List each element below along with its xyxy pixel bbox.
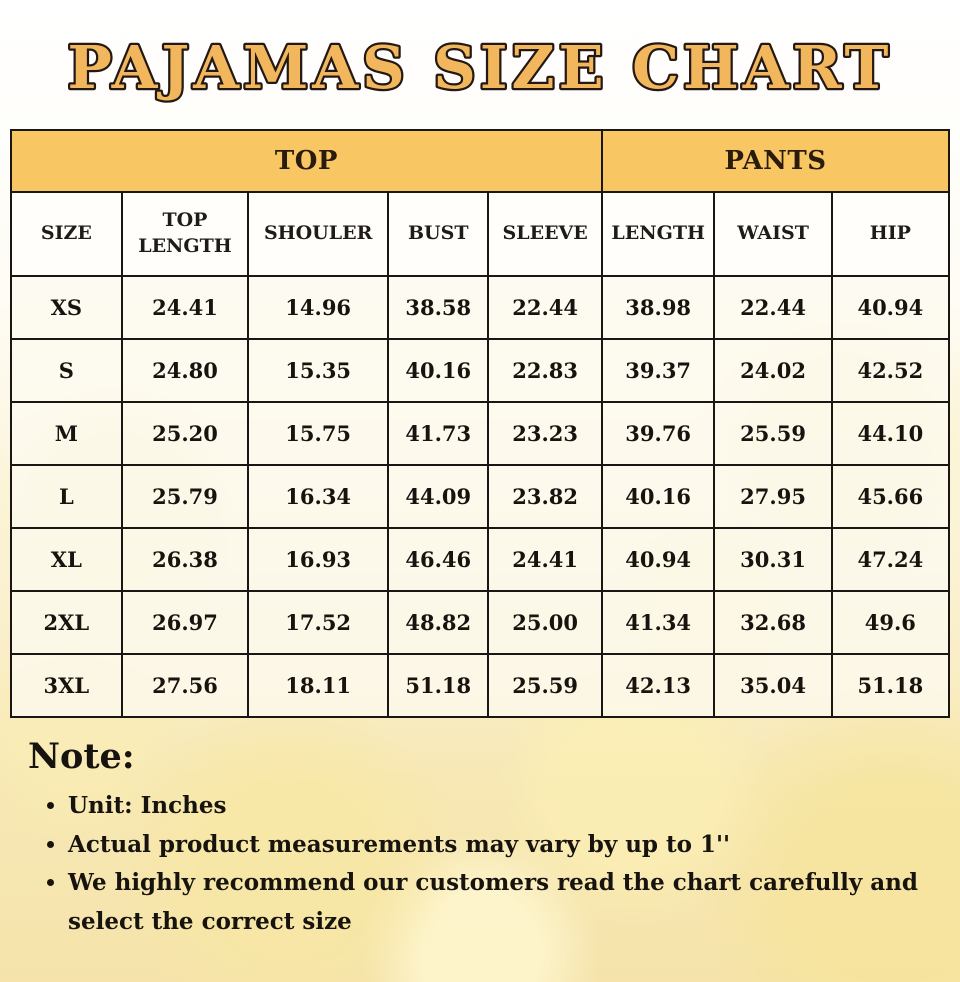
col-header-length: LENGTH (600, 191, 716, 277)
value-cell: 22.83 (487, 338, 603, 403)
value-cell: 47.24 (830, 527, 951, 592)
col-header-hip: HIP (830, 191, 951, 277)
value-cell: 40.94 (600, 527, 716, 592)
size-chart-table: TOP PANTS SIZE TOP LENGTH SHOULER BUST SLEEVE… (10, 129, 951, 718)
column-header-row: SIZE TOP LENGTH SHOULER BUST SLEEVE LENGTH WAI… (10, 191, 951, 277)
size-cell: S (10, 338, 123, 403)
table-row-xs: XS 24.41 14.96 38.58 22.44 38.98 22.44 40.94 (10, 275, 951, 340)
group-header-pants: PANTS (600, 129, 951, 193)
value-cell: 40.94 (830, 275, 951, 340)
table-row-l: L 25.79 16.34 44.09 23.82 40.16 27.95 45.66 (10, 464, 951, 529)
value-cell: 45.66 (830, 464, 951, 529)
value-cell: 40.16 (387, 338, 490, 403)
value-cell: 16.34 (247, 464, 390, 529)
title-text: PAJAMAS SIZE CHART (68, 33, 893, 102)
value-cell: 26.38 (120, 527, 250, 592)
col-header-shouler: SHOULER (247, 191, 390, 277)
value-cell: 38.58 (387, 275, 490, 340)
col-header-top-length: TOP LENGTH (120, 191, 250, 277)
value-cell: 27.56 (120, 653, 250, 718)
group-header-row: TOP PANTS (10, 129, 951, 193)
value-cell: 16.93 (247, 527, 390, 592)
value-cell: 41.34 (600, 590, 716, 655)
value-cell: 22.44 (487, 275, 603, 340)
value-cell: 38.98 (600, 275, 716, 340)
value-cell: 51.18 (387, 653, 490, 718)
title-text-graphic: PAJAMAS SIZE CHART (65, 31, 893, 105)
note-item: Actual product measurements may vary by … (68, 826, 918, 865)
size-cell: 3XL (10, 653, 123, 718)
page-title: PAJAMAS SIZE CHART (0, 22, 960, 117)
value-cell: 24.80 (120, 338, 250, 403)
value-cell: 44.09 (387, 464, 490, 529)
pajamas-size-chart-page: PAJAMAS SIZE CHART TOP PANTS SIZE TOP LENG… (0, 22, 960, 942)
value-cell: 27.95 (713, 464, 833, 529)
value-cell: 15.75 (247, 401, 390, 466)
value-cell: 42.52 (830, 338, 951, 403)
value-cell: 18.11 (247, 653, 390, 718)
value-cell: 39.76 (600, 401, 716, 466)
value-cell: 24.41 (120, 275, 250, 340)
value-cell: 26.97 (120, 590, 250, 655)
value-cell: 23.82 (487, 464, 603, 529)
note-item: Unit: Inches (68, 787, 918, 826)
value-cell: 32.68 (713, 590, 833, 655)
size-cell: L (10, 464, 123, 529)
col-header-size: SIZE (10, 191, 123, 277)
value-cell: 51.18 (830, 653, 951, 718)
table-row-xl: XL 26.38 16.93 46.46 24.41 40.94 30.31 47.24 (10, 527, 951, 592)
value-cell: 17.52 (247, 590, 390, 655)
table-row-s: S 24.80 15.35 40.16 22.83 39.37 24.02 42.52 (10, 338, 951, 403)
size-cell: XL (10, 527, 123, 592)
value-cell: 49.6 (830, 590, 951, 655)
col-header-bust: BUST (387, 191, 490, 277)
value-cell: 25.00 (487, 590, 603, 655)
value-cell: 41.73 (387, 401, 490, 466)
value-cell: 39.37 (600, 338, 716, 403)
value-cell: 24.02 (713, 338, 833, 403)
value-cell: 25.59 (713, 401, 833, 466)
value-cell: 42.13 (600, 653, 716, 718)
value-cell: 14.96 (247, 275, 390, 340)
group-header-top: TOP (10, 129, 603, 193)
col-header-waist: WAIST (713, 191, 833, 277)
value-cell: 46.46 (387, 527, 490, 592)
note-section: Note: Unit: InchesActual product measure… (28, 736, 960, 942)
value-cell: 22.44 (713, 275, 833, 340)
size-cell: M (10, 401, 123, 466)
value-cell: 44.10 (830, 401, 951, 466)
value-cell: 25.20 (120, 401, 250, 466)
value-cell: 48.82 (387, 590, 490, 655)
value-cell: 30.31 (713, 527, 833, 592)
table-body: XS 24.41 14.96 38.58 22.44 38.98 22.44 40.94 S 24… (10, 275, 951, 718)
table-row-2xl: 2XL 26.97 17.52 48.82 25.00 41.34 32.68 49.6 (10, 590, 951, 655)
value-cell: 24.41 (487, 527, 603, 592)
col-header-sleeve: SLEEVE (487, 191, 603, 277)
table-row-m: M 25.20 15.75 41.73 23.23 39.76 25.59 44.10 (10, 401, 951, 466)
value-cell: 40.16 (600, 464, 716, 529)
value-cell: 25.59 (487, 653, 603, 718)
value-cell: 15.35 (247, 338, 390, 403)
size-cell: 2XL (10, 590, 123, 655)
value-cell: 35.04 (713, 653, 833, 718)
value-cell: 23.23 (487, 401, 603, 466)
note-item: We highly recommend our customers read t… (68, 864, 918, 941)
note-list: Unit: InchesActual product measurements … (50, 787, 918, 942)
size-cell: XS (10, 275, 123, 340)
table-row-3xl: 3XL 27.56 18.11 51.18 25.59 42.13 35.04 51.18 (10, 653, 951, 718)
value-cell: 25.79 (120, 464, 250, 529)
note-heading: Note: (28, 736, 135, 777)
